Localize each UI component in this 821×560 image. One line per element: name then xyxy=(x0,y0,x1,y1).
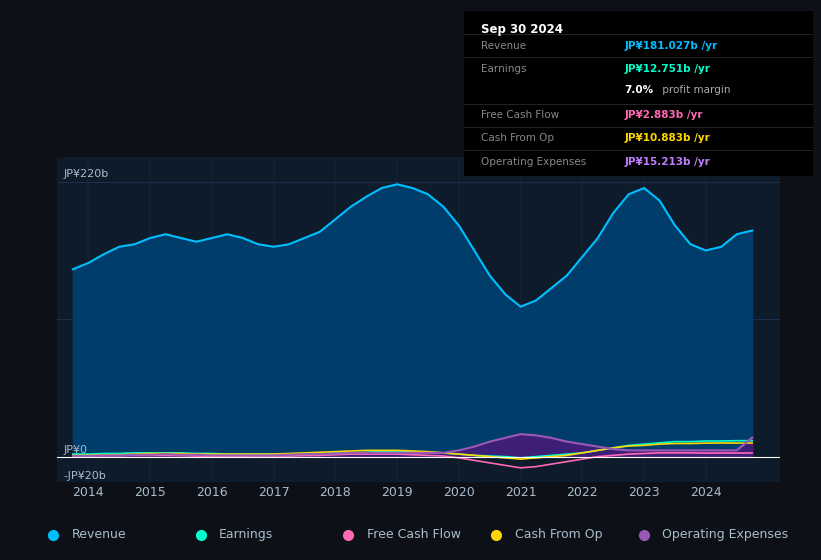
Text: Operating Expenses: Operating Expenses xyxy=(481,157,586,166)
Text: Operating Expenses: Operating Expenses xyxy=(663,528,789,542)
Text: Revenue: Revenue xyxy=(71,528,126,542)
Text: JP¥220b: JP¥220b xyxy=(64,169,109,179)
Text: JP¥181.027b /yr: JP¥181.027b /yr xyxy=(624,41,718,51)
Text: Free Cash Flow: Free Cash Flow xyxy=(367,528,461,542)
Text: profit margin: profit margin xyxy=(659,86,731,96)
Text: 7.0%: 7.0% xyxy=(624,86,654,96)
Text: JP¥10.883b /yr: JP¥10.883b /yr xyxy=(624,133,710,143)
Text: Earnings: Earnings xyxy=(219,528,273,542)
Text: Cash From Op: Cash From Op xyxy=(481,133,554,143)
Text: Free Cash Flow: Free Cash Flow xyxy=(481,110,559,120)
Text: JP¥2.883b /yr: JP¥2.883b /yr xyxy=(624,110,703,120)
Text: JP¥0: JP¥0 xyxy=(64,445,88,455)
Text: -JP¥20b: -JP¥20b xyxy=(64,471,107,481)
Text: Sep 30 2024: Sep 30 2024 xyxy=(481,23,563,36)
Text: JP¥12.751b /yr: JP¥12.751b /yr xyxy=(624,64,710,74)
Text: Cash From Op: Cash From Op xyxy=(515,528,602,542)
Text: JP¥15.213b /yr: JP¥15.213b /yr xyxy=(624,157,710,166)
Text: Earnings: Earnings xyxy=(481,64,527,74)
Text: Revenue: Revenue xyxy=(481,41,526,51)
